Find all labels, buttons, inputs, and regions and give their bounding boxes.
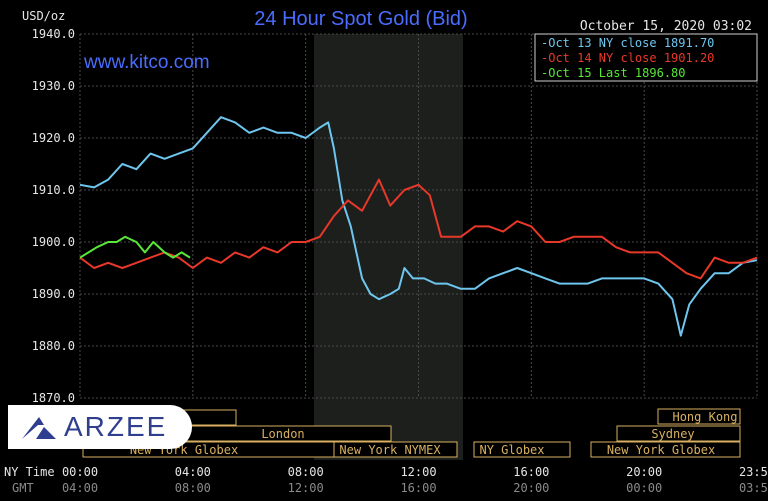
session-sydney: Sydney bbox=[651, 427, 694, 441]
y-tick-label: 1940.0 bbox=[32, 27, 75, 41]
price-series bbox=[79, 116, 758, 337]
session-london: London bbox=[261, 427, 304, 441]
y-tick-label: 1870.0 bbox=[32, 391, 75, 405]
x-tick-label-ny: 12:00 bbox=[400, 465, 436, 479]
y-tick-label: 1890.0 bbox=[32, 287, 75, 301]
y-tick-label: 1910.0 bbox=[32, 183, 75, 197]
y-tick-label: 1900.0 bbox=[32, 235, 75, 249]
legend: -Oct 13 NY close 1891.70-Oct 14 NY close… bbox=[534, 33, 758, 82]
chart-title: 24 Hour Spot Gold (Bid) bbox=[254, 8, 467, 30]
x-tick-label-ny: 16:00 bbox=[513, 465, 549, 479]
x-tick-label-ny: 00:00 bbox=[62, 465, 98, 479]
logo-mountain-icon bbox=[22, 417, 56, 439]
x-row-label-ny: NY Time bbox=[4, 465, 55, 479]
x-tick-label-gmt: 00:00 bbox=[626, 481, 662, 495]
y-tick-label: 1930.0 bbox=[32, 79, 75, 93]
grid bbox=[79, 33, 758, 399]
x-tick-label-ny: 08:00 bbox=[288, 465, 324, 479]
y-tick-label: 1920.0 bbox=[32, 131, 75, 145]
series-line bbox=[79, 178, 758, 280]
legend-item: -Oct 14 NY close 1901.20 bbox=[541, 51, 714, 65]
legend-item: -Oct 13 NY close 1891.70 bbox=[541, 36, 714, 50]
x-tick-label-gmt: 16:00 bbox=[400, 481, 436, 495]
x-tick-label-gmt: 04:00 bbox=[62, 481, 98, 495]
session-bars: London New York Globex New York NYMEX NY… bbox=[82, 408, 741, 458]
x-tick-label-ny: 20:00 bbox=[626, 465, 662, 479]
x-axis-ticks: 00:00 04:00 04:00 08:00 08:00 12:00 12:00 16:00… bbox=[62, 465, 768, 495]
source-url: www.kitco.com bbox=[83, 52, 210, 73]
y-tick-label: 1880.0 bbox=[32, 339, 75, 353]
y-axis-unit: USD/oz bbox=[22, 9, 65, 23]
session-ny-nymex: New York NYMEX bbox=[339, 443, 441, 457]
series-line bbox=[79, 116, 758, 337]
x-tick-label-gmt: 12:00 bbox=[288, 481, 324, 495]
y-axis-ticks: 1940.0 1930.0 1920.0 1910.0 1900.0 1890.0 1880… bbox=[32, 27, 75, 405]
x-tick-label-gmt: 03:59 bbox=[739, 481, 768, 495]
chart-datetime: October 15, 2020 03:02 bbox=[580, 19, 752, 34]
x-tick-label-gmt: 08:00 bbox=[175, 481, 211, 495]
x-row-label-gmt: GMT bbox=[12, 481, 34, 495]
x-tick-label-gmt: 20:00 bbox=[513, 481, 549, 495]
arzee-logo: ARZEE bbox=[8, 405, 192, 449]
x-tick-label-ny: 04:00 bbox=[175, 465, 211, 479]
session-ny-globex-right: New York Globex bbox=[607, 443, 715, 457]
logo-text: ARZEE bbox=[64, 411, 168, 442]
nymex-session-band bbox=[314, 34, 463, 460]
x-tick-label-ny: 23:59 bbox=[739, 465, 768, 479]
session-hong-kong: Hong Kong bbox=[672, 410, 737, 424]
legend-item: -Oct 15 Last 1896.80 bbox=[541, 66, 686, 80]
session-ny-globex-mid: NY Globex bbox=[479, 443, 544, 457]
series-line bbox=[79, 235, 191, 259]
